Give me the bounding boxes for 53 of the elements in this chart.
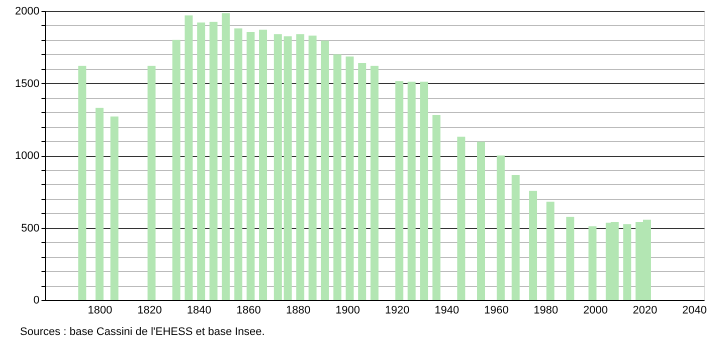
y-tick-label: 0 [33,294,40,306]
bar [477,142,486,300]
bar [457,136,466,300]
source-note: Sources : base Cassini de l'EHESS et base Insee. [20,326,265,338]
bar [259,30,268,300]
x-tick-label: 1920 [385,304,410,316]
y-tick-label: 2000 [15,6,40,18]
x-tick-label: 1840 [186,304,212,316]
bar [308,36,317,300]
bar [588,226,596,300]
x-tick-label: 2000 [583,304,608,316]
bar [274,34,282,300]
bar [623,224,632,300]
x-tick-label: 1900 [336,304,360,316]
bar [320,40,329,300]
bar [420,82,428,300]
x-tick-label: 2040 [682,304,707,316]
bar [408,82,416,300]
bar [432,115,440,300]
bar [209,22,218,300]
x-tick-label: 1820 [137,304,162,316]
bar [546,202,554,300]
y-tick-label: 1000 [15,150,40,162]
bar [296,34,304,300]
bar [370,66,378,300]
x-tick-label: 1800 [88,304,112,316]
bar [246,32,255,300]
x-tick-label: 1940 [434,304,460,316]
bar [184,15,193,300]
x-tick-label: 2020 [632,304,658,316]
bar [512,175,520,300]
bar [395,81,404,300]
bar [358,63,366,300]
y-tick-label: 500 [21,222,40,234]
bar [222,13,230,300]
bar [333,54,342,300]
bar [148,66,156,300]
bar [529,190,538,300]
x-tick-label: 1880 [286,304,310,316]
bar [197,22,206,300]
bar [110,116,118,300]
bar [496,156,505,300]
x-tick-label: 1980 [534,304,558,316]
bar [566,216,574,300]
bar [96,108,104,300]
bar [78,66,86,300]
bar [234,28,242,300]
bar [172,40,180,300]
y-tick-label: 1500 [15,78,40,90]
bar [346,56,354,300]
bar [284,36,292,300]
x-tick-label: 1860 [236,304,261,316]
x-tick-label: 1960 [484,304,509,316]
